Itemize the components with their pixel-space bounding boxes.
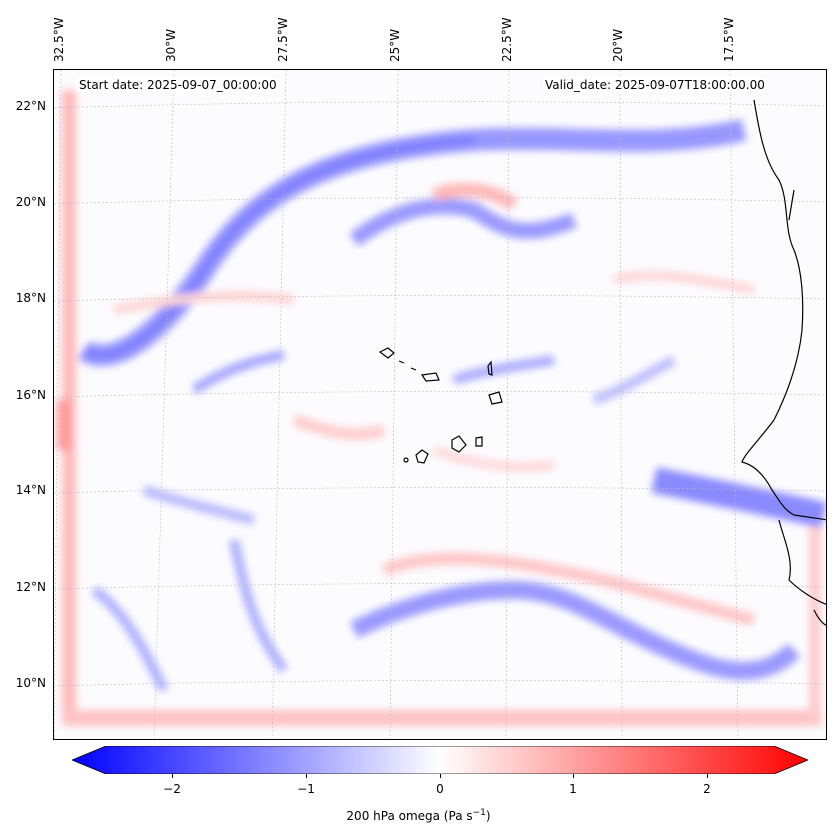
graticule <box>54 70 826 739</box>
colorbar-tick-neg1 <box>306 774 307 778</box>
lon-label-27-5w: 27.5°W <box>276 17 290 62</box>
colorbar-title-end: ) <box>485 809 491 823</box>
coastline <box>741 99 826 626</box>
colorbar-label-1: 1 <box>569 782 577 796</box>
colorbar-title: 200 hPa omega (Pa s−1) <box>0 808 837 823</box>
cape-verde-islands <box>378 347 503 464</box>
colorbar-tick-2 <box>707 774 708 778</box>
colorbar-label-neg2: −2 <box>163 782 181 796</box>
map-panel <box>53 69 827 740</box>
lon-label-22-5w: 22.5°W <box>500 17 514 62</box>
lat-label-22n: 22°N <box>15 99 46 113</box>
omega-field <box>54 70 826 739</box>
colorbar-title-main: 200 hPa omega (Pa s <box>346 809 473 823</box>
colorbar-title-sup: −1 <box>472 808 486 818</box>
valid-date-label: Valid_date: 2025-09-07T18:00:00.00 <box>543 78 767 92</box>
lat-label-14n: 14°N <box>15 483 46 497</box>
lon-label-20w: 20°W <box>611 28 625 62</box>
lat-label-18n: 18°N <box>15 291 46 305</box>
colorbar-label-0: 0 <box>436 782 444 796</box>
lat-label-16n: 16°N <box>15 388 46 402</box>
lat-label-10n: 10°N <box>15 676 46 690</box>
lon-label-25w: 25°W <box>388 28 402 62</box>
start-date-label: Start date: 2025-09-07_00:00:00 <box>77 78 279 92</box>
colorbar-tick-0 <box>440 774 441 778</box>
colorbar-label-2: 2 <box>703 782 711 796</box>
lat-label-20n: 20°N <box>15 195 46 209</box>
lat-label-12n: 12°N <box>15 580 46 594</box>
colorbar-label-neg1: −1 <box>297 782 315 796</box>
lon-label-32-5w: 32.5°W <box>52 17 66 62</box>
colorbar-tick-neg2 <box>172 774 173 778</box>
colorbar <box>70 745 810 775</box>
lon-label-17-5w: 17.5°W <box>722 17 736 62</box>
lon-label-30w: 30°W <box>164 28 178 62</box>
colorbar-tick-1 <box>573 774 574 778</box>
